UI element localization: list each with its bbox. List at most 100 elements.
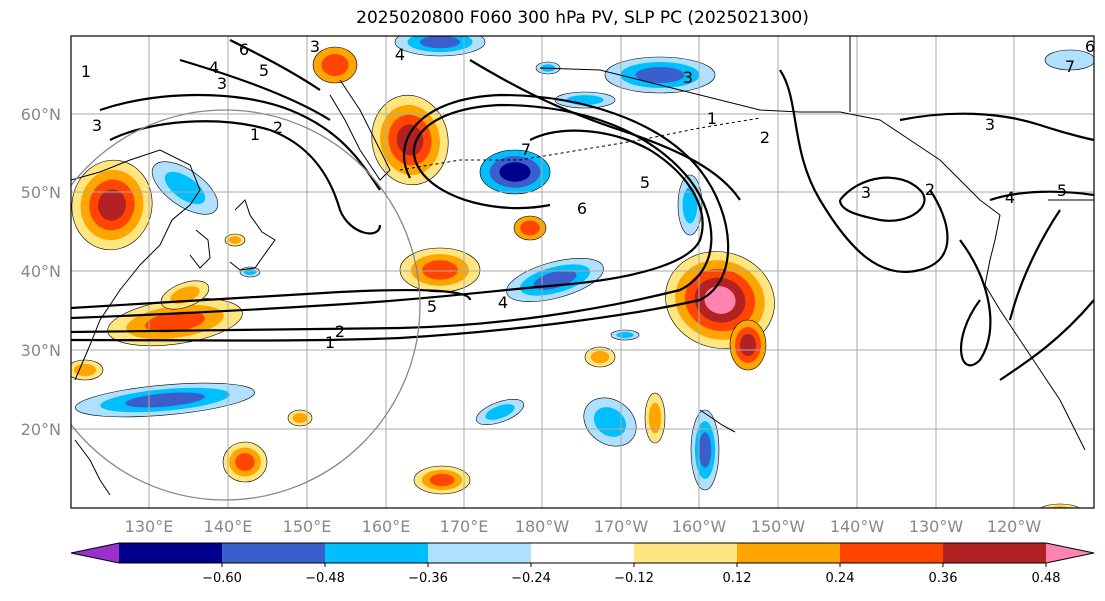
longitude-label: 160°E — [362, 517, 411, 536]
slp-contour-label: 5 — [259, 61, 269, 80]
slp-contour-label: 1 — [707, 109, 717, 128]
longitude-label: 130°W — [909, 517, 964, 536]
longitude-label: 180°W — [515, 517, 570, 536]
slp-contour-label: 3 — [683, 68, 693, 87]
slp-contour-label: 2 — [273, 118, 283, 137]
pv-anomaly-contour — [396, 124, 424, 156]
pv-anomaly-contour — [420, 36, 460, 49]
latitude-label: 40°N — [21, 262, 61, 281]
slp-contour-label: 6 — [239, 40, 249, 59]
aleutian-chain — [399, 117, 761, 171]
pv-anomaly-contour — [164, 171, 206, 205]
longitude-label: 140°E — [204, 517, 253, 536]
slp-contour-label: 2 — [760, 128, 770, 147]
longitude-label: 150°W — [751, 517, 806, 536]
colorbar-segment — [428, 543, 532, 563]
slp-contour-label: 1 — [325, 333, 335, 352]
pv-anomaly-contour — [682, 186, 698, 224]
latitude-label: 50°N — [21, 183, 61, 202]
pv-anomaly-contour — [321, 53, 349, 77]
slp-contour-label: 4 — [209, 58, 219, 77]
slp-contour — [71, 93, 730, 342]
pv-anomaly-contour — [125, 392, 205, 408]
slp-contours — [71, 39, 1094, 381]
slp-contour — [989, 190, 1094, 202]
slp-contour-label: 3 — [217, 74, 227, 93]
slp-contour-label: 3 — [985, 115, 995, 134]
pv-anomaly-contour — [635, 67, 685, 83]
pv-anomaly-contour — [292, 413, 308, 423]
latitude-labels: 60°N 50°N 40°N 30°N 20°N — [21, 105, 61, 439]
latitude-label: 60°N — [21, 105, 61, 124]
pv-anomaly-contour — [698, 432, 712, 468]
slp-contour — [179, 58, 331, 121]
map-frame — [70, 35, 1095, 509]
asia-coast — [71, 149, 201, 381]
latitude-label: 30°N — [21, 341, 61, 360]
pv-anomaly-contour — [1040, 503, 1080, 508]
colorbar-segment — [737, 543, 841, 563]
slp-contour-label: 3 — [861, 183, 871, 202]
slp-contour-label: 2 — [335, 322, 345, 341]
colorbar-segment — [531, 543, 635, 563]
korea-coast — [189, 229, 211, 269]
philippines — [74, 439, 111, 496]
slp-contour — [229, 39, 321, 91]
slp-contour — [899, 112, 1094, 142]
pv-anomaly-contour — [98, 189, 126, 221]
slp-contour-label: 1 — [81, 62, 91, 81]
lat-lon-grid — [71, 36, 1094, 508]
alaska-coast — [539, 67, 1001, 216]
slp-contour — [469, 59, 741, 201]
longitude-label: 120°W — [987, 517, 1042, 536]
slp-contour — [999, 299, 1094, 381]
pv-anomaly-contour — [145, 311, 205, 333]
slp-contour-label: 3 — [92, 116, 102, 135]
colorbar-tick-label: 0.48 — [1032, 571, 1061, 586]
japan-coast — [229, 199, 276, 271]
hawaii — [699, 409, 736, 433]
colorbar-tick-label: −0.48 — [305, 571, 345, 586]
colorbar-segment — [119, 543, 223, 563]
pv-anomaly-contour — [590, 350, 610, 364]
coastlines — [71, 36, 1094, 496]
latitude-label: 20°N — [21, 420, 61, 439]
slp-contour — [71, 129, 704, 320]
colorbar-segment — [222, 543, 326, 563]
slp-contour-label: 7 — [1065, 57, 1075, 76]
colorbar-outline — [70, 542, 1095, 564]
pv-anomaly-contour — [648, 402, 662, 434]
slp-contour-label: 6 — [1085, 37, 1095, 56]
canada-border — [849, 36, 1094, 201]
colorbar-tick-label: −0.12 — [614, 571, 654, 586]
pv-anomaly-contour — [235, 453, 255, 471]
slp-contour-label: 4 — [395, 45, 405, 64]
slp-contour — [838, 176, 926, 222]
longitude-label: 130°E — [125, 517, 174, 536]
pv-anomaly-contour — [704, 286, 736, 314]
slp-contour — [779, 69, 949, 273]
slp-contour-label: 5 — [640, 173, 650, 192]
reference-circle — [71, 109, 421, 501]
slp-contour — [1008, 209, 1061, 321]
colorbar-tick-label: −0.24 — [511, 571, 551, 586]
longitude-label: 170°W — [594, 517, 649, 536]
pv-anomaly-contour — [243, 268, 257, 276]
pv-anomaly-contour — [422, 260, 458, 280]
pv-anomaly-contour — [499, 162, 531, 182]
colorbar-tick-label: −0.36 — [408, 571, 448, 586]
colorbar-extend-low — [71, 543, 119, 563]
slp-contour — [109, 120, 382, 235]
pv-anomaly-contour — [533, 270, 577, 290]
longitude-label: 150°E — [283, 517, 332, 536]
north-america-west-coast — [984, 214, 1086, 451]
colorbar-extend-high — [1046, 543, 1094, 563]
kamchatka-coast — [329, 79, 391, 181]
colorbar-tick-label: 0.12 — [723, 571, 752, 586]
longitude-label: 160°W — [672, 517, 727, 536]
colorbar-segment — [325, 543, 429, 563]
slp-contour-label: 3 — [310, 37, 320, 56]
slp-contour-label: 7 — [521, 140, 531, 159]
colorbar-segment — [943, 543, 1047, 563]
